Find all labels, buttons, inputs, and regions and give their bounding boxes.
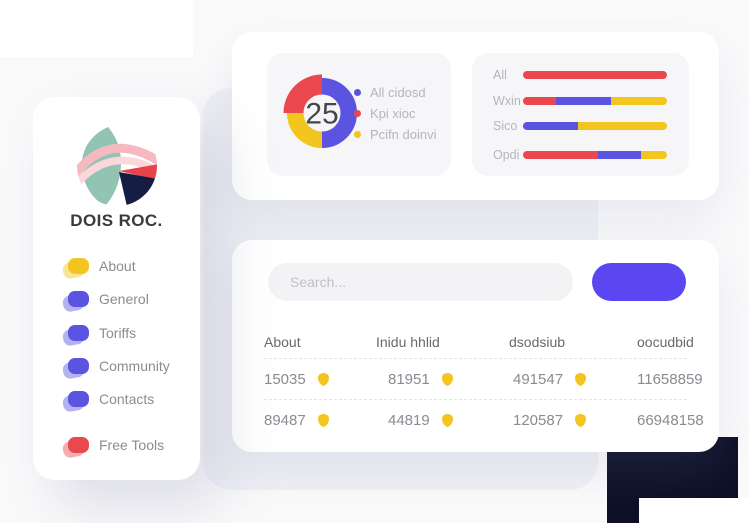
- stacked-bars-panel: All Wxin Sico Opdi: [472, 53, 689, 176]
- cell-value: 15035: [264, 370, 306, 388]
- donut-segment-yellow: [287, 112, 323, 148]
- donut-chart-panel: 25 All cidosd Kpi xioc Pcifn doinvi: [267, 53, 451, 176]
- column-header-inidu-hhlid: Inidu hhlid: [376, 334, 440, 350]
- menu-item-label: Contacts: [99, 391, 155, 408]
- table-cell: 15035: [264, 371, 376, 388]
- shield-icon: [575, 413, 587, 427]
- logo-pink-stripe-1: [77, 143, 157, 183]
- table-row: 89487 44819 120587 66948158: [264, 400, 704, 440]
- cell-value: 491547: [513, 370, 564, 388]
- stacked-bar: [523, 151, 667, 159]
- shield-icon: [317, 372, 329, 386]
- table-header-row: About Inidu hhlid dsodsiub oocudbid: [264, 326, 694, 359]
- stacked-bar: [523, 97, 667, 105]
- stacked-bar: [523, 122, 667, 130]
- menu-blob-icon: [68, 291, 89, 308]
- cell-value: 11658859: [637, 370, 703, 388]
- decor-corner-white-block: [639, 498, 749, 523]
- bar-segment-red: [523, 151, 598, 159]
- donut-legend: All cidosd Kpi xioc Pcifn doinvi: [354, 82, 436, 145]
- bar-segment-blue: [597, 151, 642, 159]
- donut-segment-blue: [321, 78, 357, 148]
- cell-value: 89487: [264, 411, 306, 429]
- cell-value: 44819: [388, 411, 430, 429]
- bar-row-all: All: [472, 68, 689, 82]
- table-cell: 44819: [376, 412, 509, 429]
- shield-icon: [317, 413, 329, 427]
- sidebar-item-generol[interactable]: Generol: [33, 289, 200, 309]
- table-cell: 81951: [376, 371, 509, 388]
- sidebar-item-about[interactable]: About: [33, 256, 200, 276]
- table-cell: 491547: [509, 371, 637, 388]
- cell-value: 120587: [513, 411, 564, 429]
- legend-label: Kpi xioc: [370, 106, 416, 121]
- bar-segment-blue: [523, 122, 578, 130]
- shield-icon: [441, 413, 453, 427]
- table-cell: 66948158: [637, 412, 704, 429]
- decor-white-block: [0, 0, 193, 57]
- primary-action-button[interactable]: [592, 263, 686, 301]
- sidebar: DOIS ROC. About Generol Toriffs Community Co…: [33, 97, 200, 480]
- column-header-oocudbid: oocudbid: [637, 334, 694, 350]
- cell-value: 66948158: [637, 411, 704, 429]
- legend-item: Kpi xioc: [354, 103, 436, 124]
- cell-value: 81951: [388, 370, 430, 388]
- sidebar-item-toriffs[interactable]: Toriffs: [33, 323, 200, 343]
- table-cell: 11658859: [637, 371, 703, 388]
- menu-item-label: About: [99, 258, 136, 274]
- table-cell: 120587: [509, 412, 637, 429]
- menu-blob-icon: [68, 357, 89, 374]
- bar-segment-yellow: [641, 151, 667, 159]
- stacked-bar: [523, 71, 667, 79]
- menu-item-label: Free Tools: [99, 437, 165, 453]
- menu-blob-icon: [68, 324, 89, 341]
- column-header-about: About: [264, 334, 301, 350]
- legend-item: Pcifn doinvi: [354, 124, 436, 145]
- bar-segment-yellow: [577, 122, 667, 130]
- bar-segment-yellow: [610, 97, 667, 105]
- menu-blob-icon: [68, 437, 89, 453]
- bar-row-opdi: Opdi: [472, 148, 689, 162]
- bar-segment-red: [523, 97, 557, 105]
- brand-name: DOIS ROC.: [70, 211, 163, 230]
- menu-item-label: Community: [99, 357, 170, 374]
- brand-logo: [77, 126, 157, 206]
- menu-item-label: Toriffs: [99, 324, 137, 341]
- bar-label: All: [493, 68, 507, 82]
- shield-icon: [441, 372, 453, 386]
- legend-item: All cidosd: [354, 82, 436, 103]
- donut-center-value: 25: [305, 98, 338, 131]
- menu-blob-icon: [68, 391, 89, 408]
- legend-dot-icon: [354, 131, 361, 138]
- donut-chart: 25: [283, 74, 357, 148]
- shield-icon: [575, 372, 587, 386]
- table-card: About Inidu hhlid dsodsiub oocudbid 15035 819…: [232, 240, 719, 452]
- column-header-dsodsiub: dsodsiub: [509, 334, 566, 350]
- search-input[interactable]: [268, 263, 573, 301]
- logo-red-wedge: [119, 164, 157, 180]
- charts-card: 25 All cidosd Kpi xioc Pcifn doinvi All Wxi…: [232, 32, 719, 200]
- legend-dot-icon: [354, 110, 361, 117]
- bar-segment-red: [523, 71, 667, 79]
- bar-label: Wxin: [493, 94, 521, 108]
- data-table: About Inidu hhlid dsodsiub oocudbid 15035 819…: [264, 326, 704, 440]
- bar-row-wxin: Wxin: [472, 94, 689, 108]
- legend-dot-icon: [354, 89, 361, 96]
- sidebar-item-free-tools[interactable]: Free Tools: [33, 435, 200, 455]
- bar-row-sico: Sico: [472, 119, 689, 133]
- menu-blob-icon: [68, 258, 89, 274]
- table-row: 15035 81951 491547 11658859: [264, 359, 703, 400]
- legend-label: Pcifn doinvi: [370, 127, 437, 142]
- donut-segment-red: [283, 74, 323, 114]
- bar-segment-blue: [556, 97, 611, 105]
- menu-item-label: Generol: [99, 291, 149, 308]
- sidebar-item-contacts[interactable]: Contacts: [33, 389, 200, 409]
- bar-label: Opdi: [493, 148, 520, 162]
- table-cell: 89487: [264, 412, 376, 429]
- bar-label: Sico: [493, 119, 518, 133]
- sidebar-item-community[interactable]: Community: [33, 356, 200, 376]
- logo-navy-wedge: [119, 172, 157, 206]
- legend-label: All cidosd: [370, 85, 426, 100]
